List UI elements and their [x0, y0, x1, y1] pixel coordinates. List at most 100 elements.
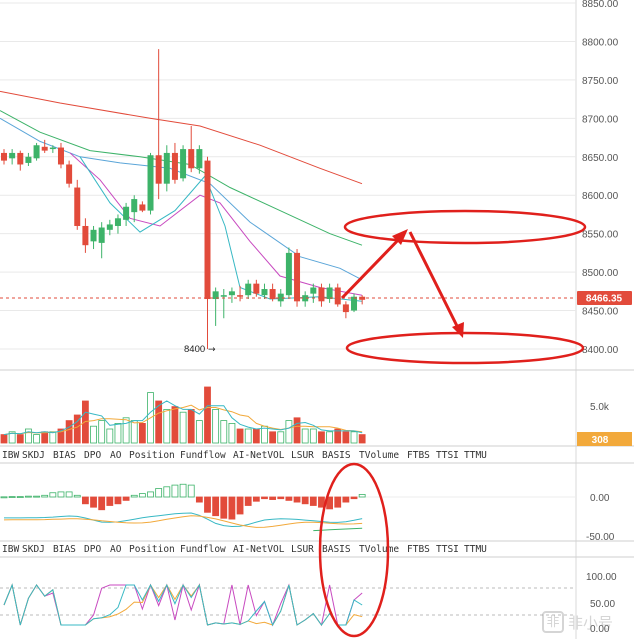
- price-tick-label: 8500.00: [582, 268, 619, 279]
- annotation-ellipse-lower: [345, 331, 585, 365]
- histogram-bar: [90, 496, 97, 508]
- indicator-tab-dpo[interactable]: DPO: [84, 450, 101, 461]
- indicator-tab-ao[interactable]: AO: [110, 450, 122, 461]
- indicator-tab-position[interactable]: Position: [129, 450, 175, 461]
- histogram-line-cyan: [4, 512, 363, 528]
- indicator-tab-ttmu[interactable]: TTMU: [464, 450, 487, 461]
- candlestick-series: [1, 49, 366, 349]
- volume-bar: [301, 428, 309, 444]
- candle-body: [82, 225, 89, 246]
- volume-bar: [8, 431, 16, 444]
- moving-average-lines: [0, 90, 363, 302]
- annotation-ellipse-indicators: [318, 462, 390, 638]
- indicator-tab-skdj[interactable]: SKDJ: [22, 450, 45, 461]
- candle-body: [285, 252, 292, 296]
- indicator-tab-ibw[interactable]: IBW: [2, 450, 19, 461]
- indicator-tab-tvolume[interactable]: TVolume: [359, 544, 399, 555]
- volume-bar: [212, 408, 220, 444]
- indicator-tab-fundflow[interactable]: Fundflow: [180, 450, 226, 461]
- histogram-tick-1: -50.00: [586, 532, 615, 543]
- price-tick-label: 8800.00: [582, 37, 619, 48]
- indicator-tab-ftbs[interactable]: FTBS: [407, 450, 430, 461]
- oscillator-tick-2: 0.00: [590, 624, 610, 635]
- volume-bar: [358, 434, 366, 444]
- indicator-tab-lsur[interactable]: LSUR: [291, 450, 314, 461]
- volume-bar: [326, 431, 334, 444]
- indicator-tab-ttsi[interactable]: TTSI: [436, 450, 459, 461]
- candle-body: [9, 152, 16, 159]
- volume-bars: [0, 386, 366, 444]
- volume-bar: [41, 431, 49, 444]
- indicator-tab-lsur[interactable]: LSUR: [291, 544, 314, 555]
- indicator-tab-ai-netvol[interactable]: AI-NetVOL: [233, 450, 285, 461]
- candle-body: [163, 152, 170, 184]
- histogram-bar: [122, 496, 130, 501]
- histogram-bar: [41, 494, 49, 498]
- candle-body: [351, 296, 358, 311]
- candle-body: [310, 287, 317, 294]
- volume-value: 308: [592, 435, 609, 446]
- indicator-tabs-row-2: IBW SKDJ BIAS DPO AO Position Fundflow AI-NetVO…: [2, 544, 487, 555]
- indicator-tab-skdj[interactable]: SKDJ: [22, 544, 45, 555]
- volume-bar: [236, 428, 244, 444]
- volume-bar: [187, 408, 195, 444]
- candle-body: [334, 287, 341, 305]
- annotation-ellipse-upper: [343, 209, 587, 245]
- price-tick-label: 8550.00: [582, 230, 619, 241]
- indicator-tab-ftbs[interactable]: FTBS: [407, 544, 430, 555]
- histogram-bar: [244, 496, 252, 506]
- volume-ma-cyan: [3, 400, 363, 436]
- volume-bar: [171, 406, 179, 444]
- volume-bar: [122, 417, 130, 444]
- candle-body: [139, 204, 146, 211]
- histogram-bar: [171, 484, 179, 498]
- histogram-bar: [187, 484, 195, 498]
- indicator-tab-bias[interactable]: BIAS: [53, 544, 76, 555]
- histogram-line-orange: [3, 515, 363, 528]
- volume-bar: [155, 400, 163, 444]
- indicator-tab-fundflow[interactable]: Fundflow: [180, 544, 226, 555]
- volume-bar: [244, 428, 252, 444]
- histogram-bar: [82, 496, 89, 505]
- candle-body: [155, 155, 162, 184]
- indicator-tab-dpo[interactable]: DPO: [84, 544, 101, 555]
- histogram-bar: [138, 493, 146, 498]
- candle-body: [253, 283, 260, 294]
- moving-average-line: [0, 90, 363, 185]
- histogram-bars: [0, 483, 366, 520]
- volume-bar: [179, 411, 187, 444]
- price-axis: 8850.00 8800.00 8750.00 8700.00 8650.00 8600.…: [582, 0, 619, 356]
- volume-bar: [350, 431, 358, 444]
- candle-body: [261, 289, 268, 296]
- indicator-tab-position[interactable]: Position: [129, 544, 175, 555]
- volume-bar: [0, 434, 8, 444]
- histogram-bar: [309, 496, 317, 506]
- candle-body: [41, 146, 48, 151]
- volume-bar: [16, 434, 24, 444]
- price-tick-label: 8850.00: [582, 0, 619, 10]
- indicator-tab-tvolume[interactable]: TVolume: [359, 450, 399, 461]
- volume-bar: [252, 428, 260, 444]
- indicator-tab-basis[interactable]: BASIS: [322, 544, 351, 555]
- candle-body: [245, 283, 252, 296]
- histogram-bar: [49, 492, 57, 498]
- histogram-bar: [114, 496, 122, 505]
- indicator-tab-ai-netvol[interactable]: AI-NetVOL: [233, 544, 285, 555]
- histogram-bar: [179, 483, 187, 498]
- indicator-tab-ibw[interactable]: IBW: [2, 544, 19, 555]
- indicator-tab-basis[interactable]: BASIS: [322, 450, 351, 461]
- volume-bar: [269, 431, 277, 444]
- indicator-tab-bias[interactable]: BIAS: [53, 450, 76, 461]
- indicator-tab-ttsi[interactable]: TTSI: [436, 544, 459, 555]
- candle-body: [318, 287, 325, 302]
- candle-body: [98, 227, 105, 243]
- candle-body: [188, 149, 195, 169]
- volume-bar: [130, 420, 138, 444]
- volume-bar: [220, 420, 228, 444]
- current-price-tag: [577, 290, 632, 305]
- volume-bar: [285, 420, 293, 444]
- histogram-bar: [98, 496, 106, 511]
- indicator-tab-ttmu[interactable]: TTMU: [464, 544, 487, 555]
- histogram-bar: [106, 496, 114, 506]
- indicator-tab-ao[interactable]: AO: [110, 544, 122, 555]
